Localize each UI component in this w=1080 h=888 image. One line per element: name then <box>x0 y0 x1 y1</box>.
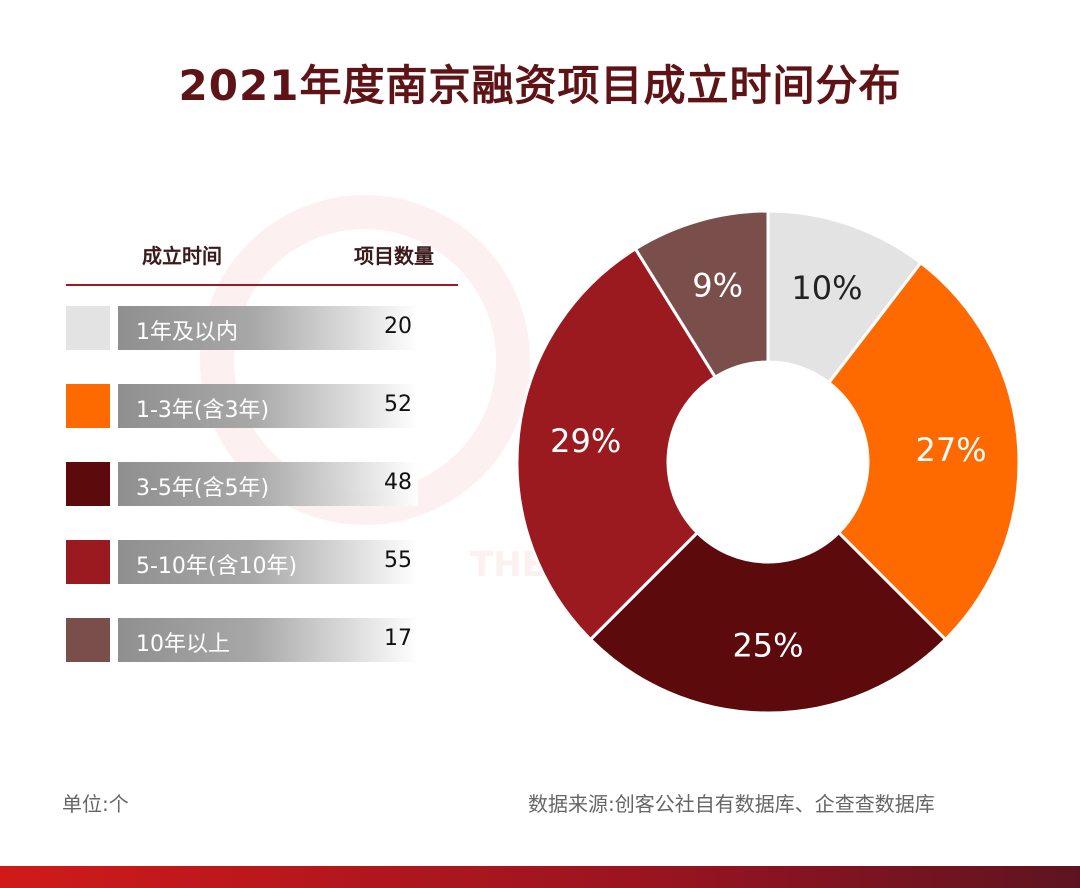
legend-count: 52 <box>384 392 412 417</box>
footer-bar <box>0 866 1080 888</box>
legend-label-bar <box>118 618 418 662</box>
legend-swatch <box>66 306 110 350</box>
legend-label: 1年及以内 <box>136 320 238 345</box>
legend-label: 5-10年(含10年) <box>136 554 298 579</box>
donut-slice <box>515 246 718 642</box>
unit-note: 单位:个 <box>62 792 129 816</box>
slice-percent-label: 27% <box>916 431 987 469</box>
legend-count: 17 <box>384 626 412 651</box>
slice-percent-label: 9% <box>692 267 743 305</box>
legend-label-bar <box>118 306 418 350</box>
legend-row: 3-5年(含5年) 48 <box>66 462 466 506</box>
legend-row: 1-3年(含3年) 52 <box>66 384 466 428</box>
legend-swatch <box>66 540 110 584</box>
slice-percent-label: 10% <box>791 269 862 307</box>
column-header-count: 项目数量 <box>354 244 434 268</box>
legend-label-bar <box>118 462 418 506</box>
legend-count: 20 <box>384 314 412 339</box>
legend-swatch <box>66 462 110 506</box>
legend-label-bar <box>118 540 418 584</box>
legend-label: 1-3年(含3年) <box>136 398 270 423</box>
legend-label: 3-5年(含5年) <box>136 476 270 501</box>
legend-label-bar <box>118 384 418 428</box>
donut-slice <box>633 209 770 380</box>
legend-count: 55 <box>384 548 412 573</box>
legend-row: 10年以上 17 <box>66 618 466 662</box>
slice-percent-label: 25% <box>732 627 803 665</box>
slice-percent-label: 29% <box>550 422 621 460</box>
source-note: 数据来源:创客公社自有数据库、企查查数据库 <box>528 792 935 816</box>
legend-label: 10年以上 <box>136 632 230 657</box>
legend-count: 48 <box>384 470 412 495</box>
legend-row: 1年及以内 20 <box>66 306 466 350</box>
donut-slice <box>588 530 948 715</box>
donut-slice <box>826 260 1021 642</box>
column-header-period: 成立时间 <box>142 244 222 268</box>
legend-row: 5-10年(含10年) 55 <box>66 540 466 584</box>
legend-swatch <box>66 384 110 428</box>
header-divider <box>66 284 458 286</box>
legend-swatch <box>66 618 110 662</box>
donut-slice <box>766 209 923 385</box>
chart-title: 2021年度南京融资项目成立时间分布 <box>178 61 902 110</box>
